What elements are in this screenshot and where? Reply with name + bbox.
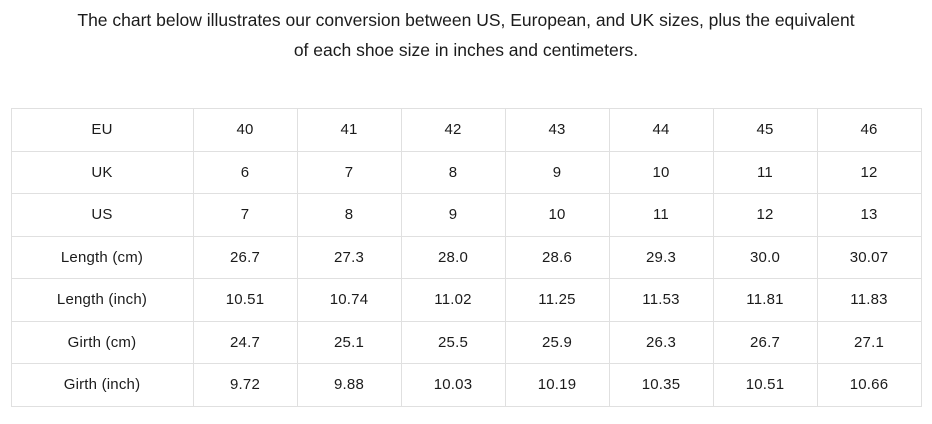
cell-value: 6: [192, 150, 298, 194]
cell-value: 8: [296, 193, 402, 237]
cell-value: 9.88: [296, 363, 402, 407]
cell-value: 11.83: [816, 278, 922, 322]
cell-value: 25.9: [504, 320, 610, 364]
cell-value: 27.3: [296, 235, 402, 279]
table-row: Length (cm) 26.7 27.3 28.0 28.6 29.3 30.0 30.07: [10, 235, 922, 279]
row-label: Length (inch): [10, 278, 194, 322]
cell-value: 44: [608, 108, 714, 152]
cell-value: 26.7: [712, 320, 818, 364]
cell-value: 13: [816, 193, 922, 237]
cell-value: 11.53: [608, 278, 714, 322]
cell-value: 9: [400, 193, 506, 237]
cell-value: 25.5: [400, 320, 506, 364]
cell-value: 24.7: [192, 320, 298, 364]
cell-value: 10.19: [504, 363, 610, 407]
intro-line-2: of each shoe size in inches and centimet…: [293, 40, 639, 60]
cell-value: 46: [816, 108, 922, 152]
cell-value: 7: [296, 150, 402, 194]
row-label: Girth (inch): [10, 363, 194, 407]
cell-value: 27.1: [816, 320, 922, 364]
row-label: Length (cm): [10, 235, 194, 279]
intro-line-1: The chart below illustrates our conversi…: [77, 10, 855, 30]
cell-value: 30.07: [816, 235, 922, 279]
cell-value: 10.03: [400, 363, 506, 407]
cell-value: 26.7: [192, 235, 298, 279]
cell-value: 9: [504, 150, 610, 194]
table-row: Girth (cm) 24.7 25.1 25.5 25.9 26.3 26.7 27.1: [10, 320, 922, 364]
cell-value: 10.51: [192, 278, 298, 322]
cell-value: 28.6: [504, 235, 610, 279]
row-label: UK: [10, 150, 194, 194]
row-label: US: [10, 193, 194, 237]
cell-value: 7: [192, 193, 298, 237]
cell-value: 12: [712, 193, 818, 237]
table-row: UK 6 7 8 9 10 11 12: [10, 150, 922, 194]
cell-value: 25.1: [296, 320, 402, 364]
cell-value: 29.3: [608, 235, 714, 279]
cell-value: 11: [608, 193, 714, 237]
row-label: Girth (cm): [10, 320, 194, 364]
cell-value: 45: [712, 108, 818, 152]
table-row: EU 40 41 42 43 44 45 46: [10, 108, 922, 152]
cell-value: 11.25: [504, 278, 610, 322]
intro-text: The chart below illustrates our conversi…: [0, 0, 932, 65]
cell-value: 10.66: [816, 363, 922, 407]
size-conversion-table: EU 40 41 42 43 44 45 46 UK 6 7 8 9 10 11 12 US 7 8 9 10 11 12 1…: [10, 108, 922, 407]
cell-value: 42: [400, 108, 506, 152]
table-row: US 7 8 9 10 11 12 13: [10, 193, 922, 237]
table-row: Length (inch) 10.51 10.74 11.02 11.25 11.53 11…: [10, 278, 922, 322]
cell-value: 40: [192, 108, 298, 152]
cell-value: 11.81: [712, 278, 818, 322]
size-conversion-table-body: EU 40 41 42 43 44 45 46 UK 6 7 8 9 10 11 12 US 7 8 9 10 11 12 1…: [10, 108, 922, 407]
cell-value: 10.51: [712, 363, 818, 407]
cell-value: 11: [712, 150, 818, 194]
row-label: EU: [10, 108, 194, 152]
cell-value: 12: [816, 150, 922, 194]
cell-value: 11.02: [400, 278, 506, 322]
cell-value: 26.3: [608, 320, 714, 364]
cell-value: 28.0: [400, 235, 506, 279]
table-row: Girth (inch) 9.72 9.88 10.03 10.19 10.35 10.51…: [10, 363, 922, 407]
cell-value: 43: [504, 108, 610, 152]
cell-value: 10: [504, 193, 610, 237]
cell-value: 8: [400, 150, 506, 194]
cell-value: 10.35: [608, 363, 714, 407]
cell-value: 9.72: [192, 363, 298, 407]
cell-value: 30.0: [712, 235, 818, 279]
cell-value: 10.74: [296, 278, 402, 322]
cell-value: 41: [296, 108, 402, 152]
cell-value: 10: [608, 150, 714, 194]
